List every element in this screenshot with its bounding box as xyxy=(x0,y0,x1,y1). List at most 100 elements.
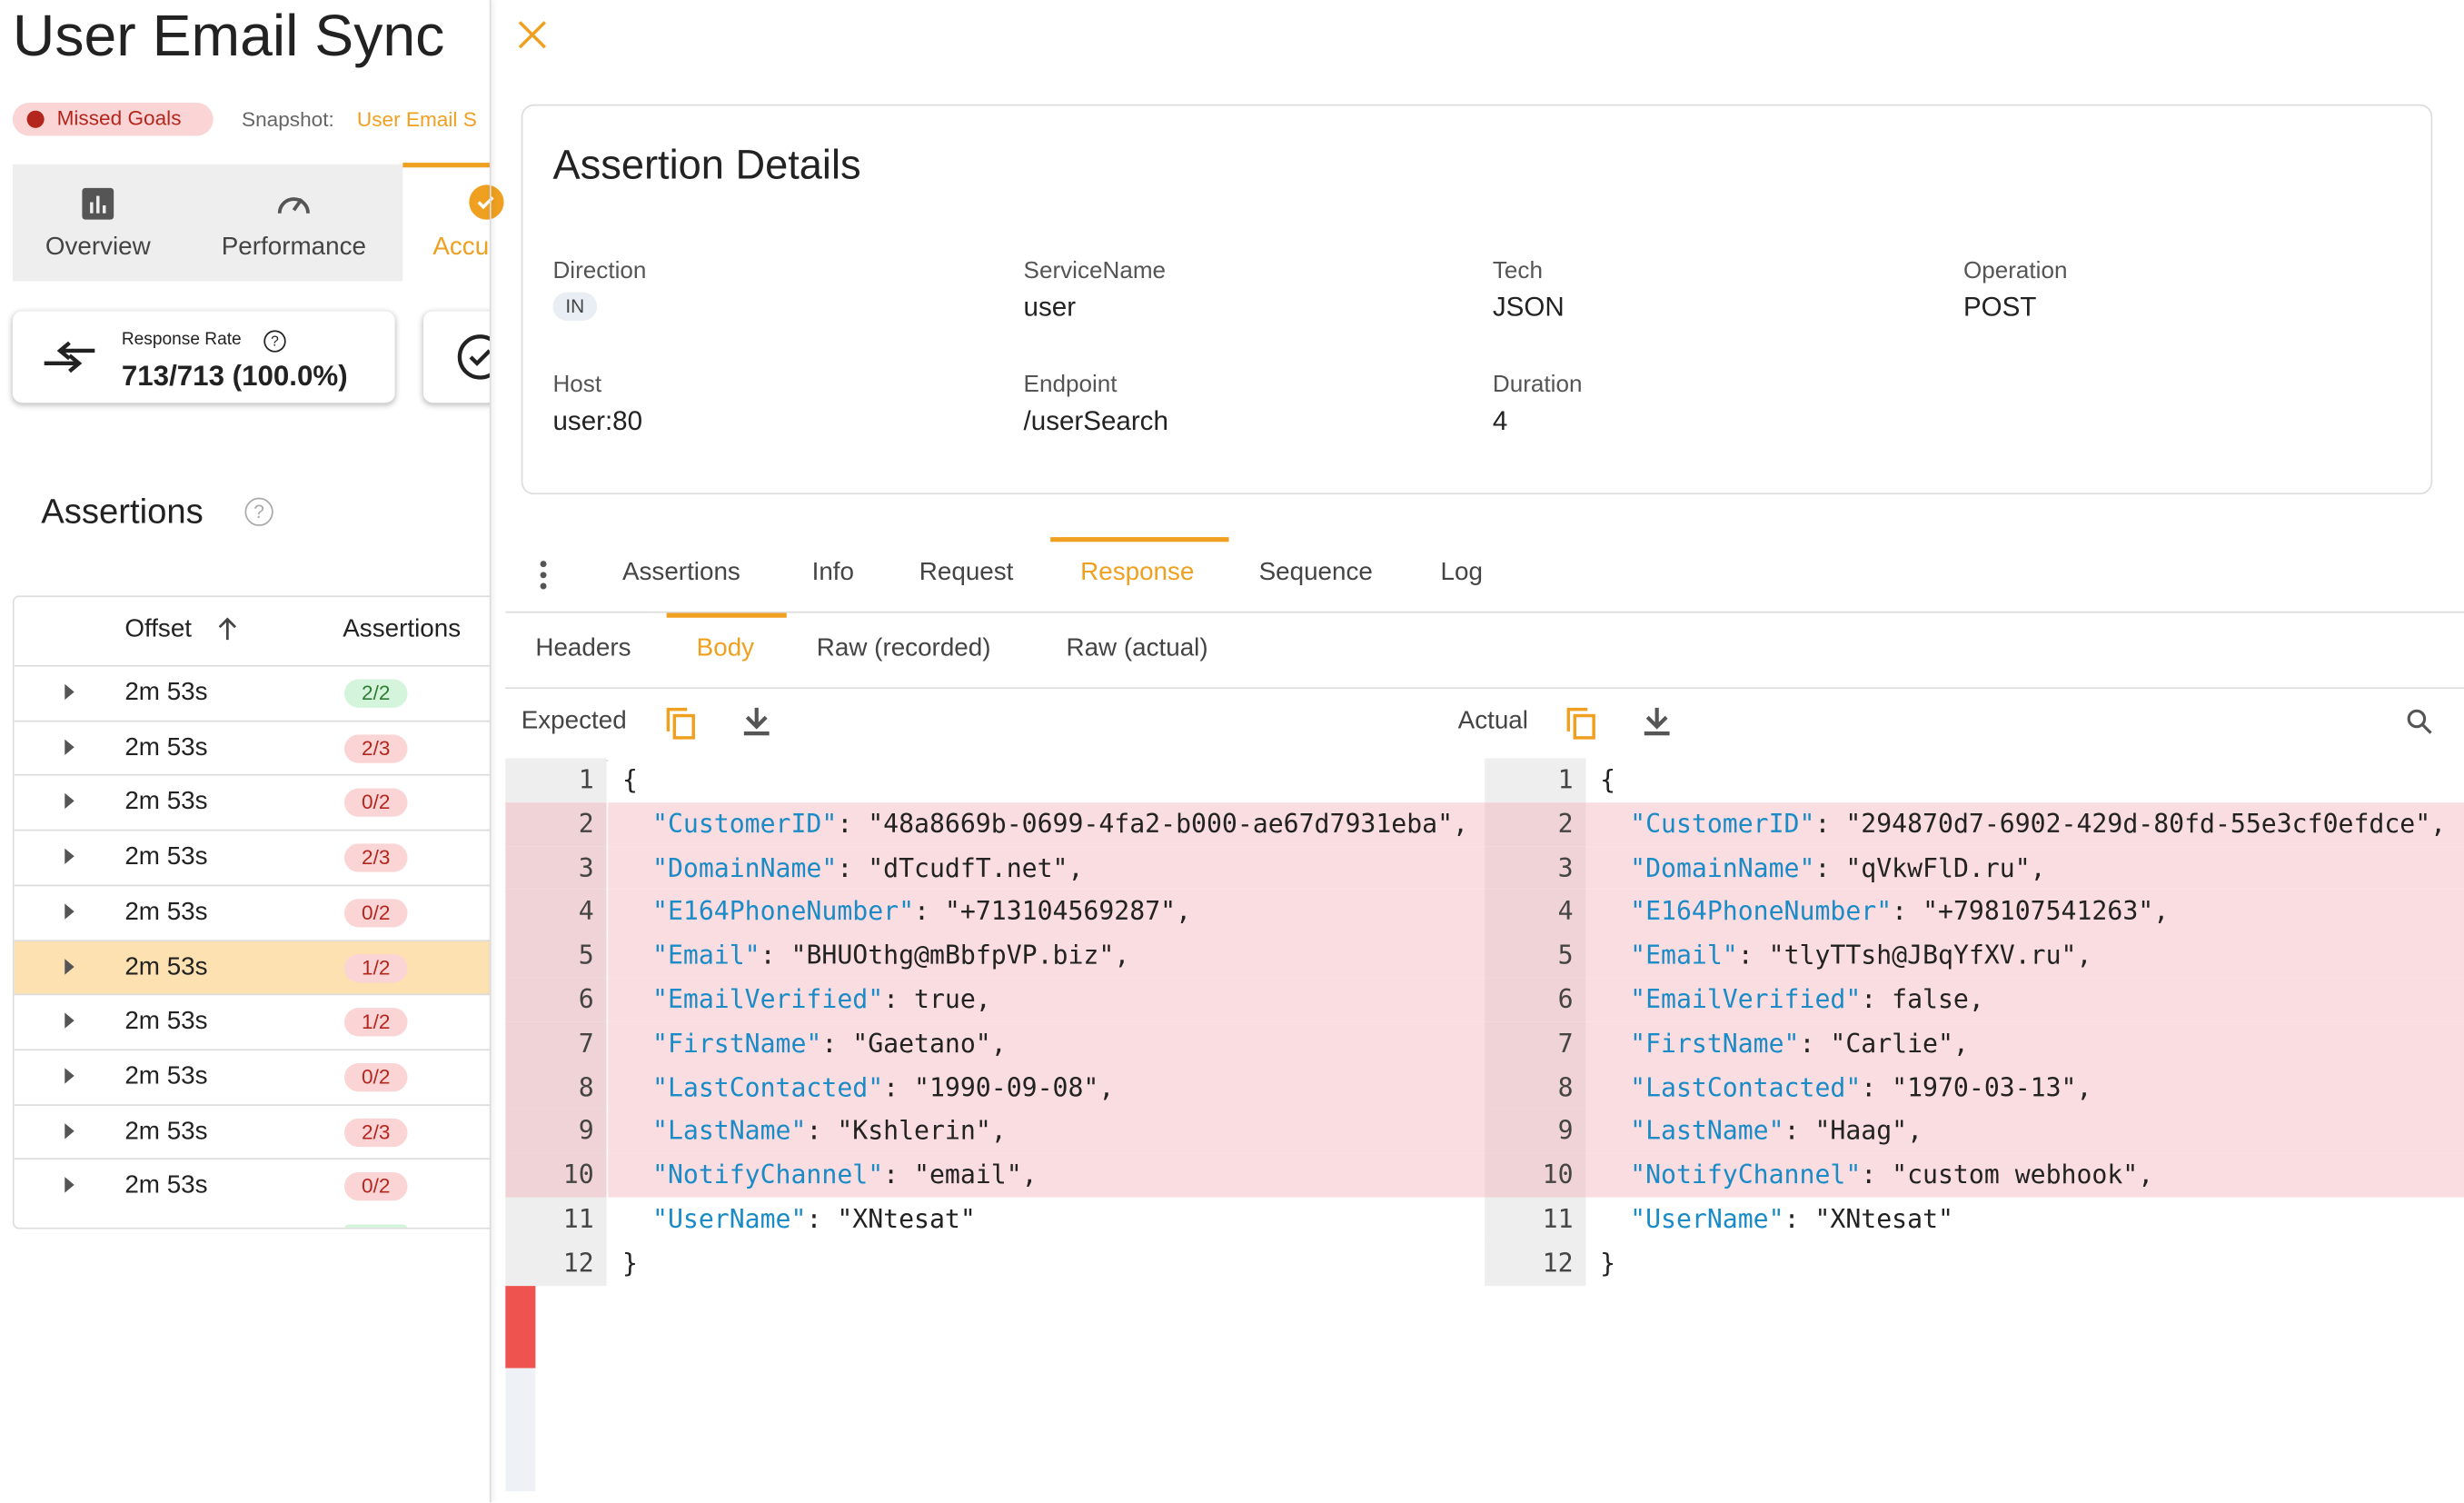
code-text: "EmailVerified": true, xyxy=(652,984,991,1014)
code-text: "LastName": "Haag", xyxy=(1630,1116,1923,1146)
code-text: "FirstName": "Gaetano", xyxy=(652,1028,1007,1058)
expand-icon[interactable] xyxy=(65,903,75,920)
table-row[interactable]: 2m 53s 0/2 xyxy=(14,884,490,941)
table-row[interactable]: 2m 53s 1/2 xyxy=(14,993,490,1050)
expand-icon[interactable] xyxy=(65,1122,75,1139)
json-value: } xyxy=(621,1248,638,1279)
json-value: : "tlyTTsh@JBqYfXV.ru", xyxy=(1737,940,2092,970)
row-result: 1/2 xyxy=(343,1008,408,1037)
table-row[interactable]: 2m 53s 0/2 xyxy=(14,1049,490,1106)
menu-icon[interactable] xyxy=(539,559,548,598)
section-help: ? xyxy=(244,497,273,526)
tab[interactable]: Sequence xyxy=(1258,559,1373,586)
line-number xyxy=(1485,890,1586,934)
tab[interactable]: Info xyxy=(811,559,854,586)
search-button[interactable] xyxy=(2406,708,2434,744)
code-text: { xyxy=(1600,764,1615,794)
table-row[interactable]: 2m 53s 2/3 xyxy=(14,829,490,886)
download-button[interactable] xyxy=(740,704,772,747)
table-row[interactable]: 2m 53s 2/3 xyxy=(14,720,490,777)
divider xyxy=(489,0,492,1503)
code-line: "UserName": "XNtesat" xyxy=(1585,1197,2464,1242)
code-text: "DomainName": "dTcudfT.net", xyxy=(652,852,1083,882)
json-value: { xyxy=(621,764,638,795)
tab[interactable]: Response xyxy=(1080,559,1195,586)
column-header[interactable]: Assertions xyxy=(343,616,462,643)
code-line: "DomainName": "dTcudfT.net", xyxy=(608,846,1485,891)
row-result: 2/3 xyxy=(343,843,408,872)
line-number-text: 5 xyxy=(578,940,594,970)
nav-tab[interactable]: Accu xyxy=(432,234,490,261)
line-number-text: 12 xyxy=(562,1248,594,1279)
expand-icon[interactable] xyxy=(65,1177,75,1194)
expand-icon[interactable] xyxy=(65,848,75,865)
download-button[interactable] xyxy=(1641,704,1673,747)
subtab[interactable]: Body xyxy=(696,634,755,662)
line-number-text: 12 xyxy=(1542,1248,1574,1279)
field-label: Endpoint xyxy=(1023,371,1118,399)
status-badge: Missed Goals xyxy=(12,103,214,136)
json-value: : "XNtesat" xyxy=(806,1203,976,1234)
actual-label: Actual xyxy=(1457,707,1528,735)
sort-icon[interactable] xyxy=(216,616,238,650)
expand-icon[interactable] xyxy=(65,1068,75,1084)
json-value: : "Kshlerin", xyxy=(806,1116,1007,1147)
field-label: Host xyxy=(552,371,602,399)
expand-icon[interactable] xyxy=(65,683,75,701)
code-text: "CustomerID": "48a8669b-0699-4fa2-b000-a… xyxy=(652,809,1468,839)
json-value: : "+713104569287", xyxy=(914,896,1192,927)
metric-value: 713/713 (100.0%) xyxy=(121,360,348,393)
subtab[interactable]: Headers xyxy=(535,634,631,662)
close-button[interactable] xyxy=(516,19,548,58)
table-row[interactable]: 2m 53s 1/2 xyxy=(14,939,490,996)
row-offset: 2m 53s xyxy=(124,679,208,707)
row-offset: 2m 53s xyxy=(124,898,208,926)
metric-icon xyxy=(41,336,98,385)
tab[interactable]: Assertions xyxy=(621,559,740,586)
tab[interactable]: Request xyxy=(919,559,1014,586)
snapshot-label: Snapshot: xyxy=(241,107,334,132)
json-key: "CustomerID" xyxy=(652,808,838,839)
row-result: 0/2 xyxy=(343,1062,408,1092)
code-text: "LastName": "Kshlerin", xyxy=(652,1116,1007,1146)
expected-label: Expected xyxy=(521,707,627,735)
line-number-text: 11 xyxy=(1542,1203,1574,1234)
column-header[interactable]: Offset xyxy=(124,616,193,643)
code-line: "LastContacted": "1970-03-13", xyxy=(1585,1065,2464,1110)
subtab[interactable]: Raw (actual) xyxy=(1066,634,1208,662)
code-line: } xyxy=(608,1241,1485,1286)
subtab[interactable]: Raw (recorded) xyxy=(816,634,991,662)
metric-help: ? xyxy=(263,330,286,353)
table-row[interactable]: 2m 53s 2/3 xyxy=(14,1103,490,1160)
snapshot-value[interactable]: User Email S xyxy=(356,107,477,132)
copy-button[interactable] xyxy=(665,706,697,749)
table-row[interactable]: 2m 53s 2/2 xyxy=(14,664,490,722)
row-offset: 2m 53s xyxy=(124,789,208,816)
line-number-text: 4 xyxy=(1557,896,1574,927)
json-key: "E164PhoneNumber" xyxy=(1630,896,1893,927)
json-key: "LastName" xyxy=(1630,1116,1784,1147)
field-value: user:80 xyxy=(552,405,643,436)
line-number xyxy=(505,933,607,979)
code-text: "LastContacted": "1970-03-13", xyxy=(1630,1072,2091,1102)
nav-tab[interactable]: Performance xyxy=(221,234,366,261)
tab-indicator xyxy=(1050,537,1229,542)
expand-icon[interactable] xyxy=(65,739,75,755)
json-key: "EmailVerified" xyxy=(1630,984,1862,1015)
table-row[interactable]: 2m 53s 0/2 xyxy=(14,774,490,831)
row-offset: 2m 53s xyxy=(124,1172,208,1200)
json-value: : "Haag", xyxy=(1783,1116,1923,1147)
copy-button[interactable] xyxy=(1565,706,1597,749)
table-row[interactable]: 2m 53s 0/2 xyxy=(14,1158,490,1215)
line-number xyxy=(1485,978,1586,1022)
nav-tab[interactable]: Overview xyxy=(45,234,151,261)
json-value: : "48a8669b-0699-4fa2-b000-ae67d7931eba"… xyxy=(837,808,1468,839)
line-number xyxy=(505,978,607,1022)
code-text: "E164PhoneNumber": "+713104569287", xyxy=(652,896,1191,926)
expand-icon[interactable] xyxy=(65,958,75,974)
expand-icon[interactable] xyxy=(65,793,75,810)
tab[interactable]: Log xyxy=(1440,559,1483,586)
line-number-text: 3 xyxy=(1557,852,1574,883)
expand-icon[interactable] xyxy=(65,1012,75,1030)
